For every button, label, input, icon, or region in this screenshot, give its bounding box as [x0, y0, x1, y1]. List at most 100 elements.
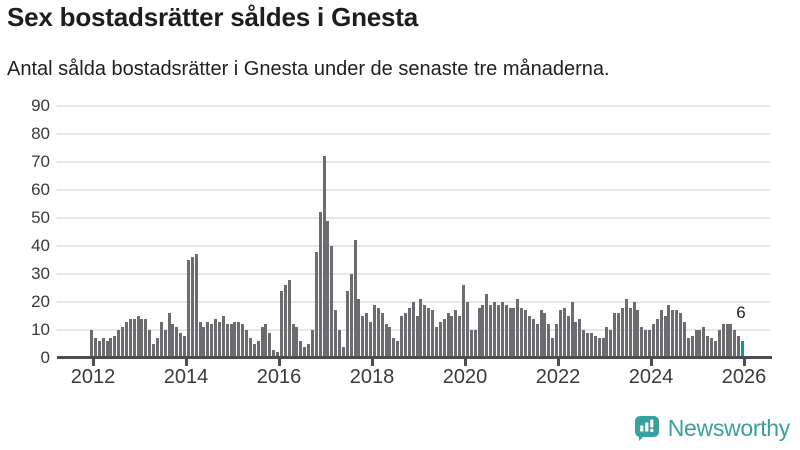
- y-tick-label-0: 0: [40, 348, 50, 367]
- x-tick-2024: [650, 358, 653, 366]
- bar-20: [167, 313, 171, 358]
- bar-10: [128, 318, 132, 358]
- bar-53: [295, 327, 299, 358]
- bar-86: [423, 304, 427, 358]
- bar-105: [496, 304, 500, 358]
- y-tick-label-50: 50: [31, 208, 50, 227]
- bar-37: [233, 321, 237, 358]
- bar-2: [97, 341, 101, 358]
- chart-subtitle: Antal sålda bostadsrätter i Gnesta under…: [7, 58, 610, 80]
- gridline-90: [57, 105, 770, 107]
- bar-58: [314, 251, 318, 358]
- bar-125: [574, 321, 578, 358]
- bar-80: [400, 316, 403, 358]
- bar-15: [148, 330, 152, 358]
- bar-118: [547, 324, 551, 358]
- bar-31: [210, 324, 214, 358]
- bar-99: [473, 330, 477, 358]
- gridline-50: [57, 217, 770, 219]
- y-tick-label-70: 70: [31, 152, 50, 171]
- bar-164: [725, 324, 729, 358]
- bar-131: [597, 338, 601, 358]
- bar-39: [241, 324, 245, 358]
- bar-93: [450, 316, 454, 358]
- bar-138: [624, 299, 628, 358]
- bar-92: [446, 313, 450, 358]
- bar-17: [155, 338, 159, 358]
- bar-95: [458, 316, 462, 358]
- bar-140: [632, 302, 636, 358]
- bar-136: [617, 313, 620, 358]
- bar-29: [202, 327, 206, 358]
- newsworthy-logo: Newsworthy: [633, 413, 790, 443]
- bar-141: [636, 310, 640, 358]
- bar-145: [651, 324, 655, 358]
- bar-114: [531, 318, 535, 358]
- bar-129: [589, 332, 593, 358]
- bar-62: [330, 246, 334, 358]
- bar-66: [345, 290, 349, 358]
- y-tick-label-20: 20: [31, 292, 50, 311]
- gridline-30: [57, 273, 770, 275]
- x-tick-2026: [743, 358, 746, 366]
- bar-166: [733, 330, 737, 358]
- bar-78: [392, 338, 396, 358]
- y-tick-label-30: 30: [31, 264, 50, 283]
- bar-79: [396, 341, 400, 358]
- bar-35: [225, 324, 229, 358]
- x-tick-label-2024: 2024: [628, 366, 674, 388]
- bar-147: [659, 310, 663, 358]
- bar-154: [686, 338, 690, 358]
- y-tick-label-60: 60: [31, 180, 50, 199]
- bar-81: [403, 313, 407, 358]
- bar-89: [434, 327, 438, 358]
- bar-76: [384, 324, 388, 358]
- bar-97: [465, 302, 469, 358]
- latest-value-label: 6: [736, 303, 746, 322]
- bar-50: [283, 285, 287, 358]
- bar-7: [117, 330, 121, 358]
- bar-3: [101, 338, 105, 358]
- bar-112: [524, 310, 527, 358]
- x-tick-label-2022: 2022: [535, 366, 581, 388]
- bar-158: [702, 327, 706, 358]
- bar-113: [527, 316, 531, 358]
- bar-23: [179, 332, 183, 358]
- gridline-40: [57, 245, 770, 247]
- x-tick-2022: [557, 358, 560, 366]
- bar-109: [512, 307, 516, 358]
- bar-165: [729, 324, 733, 358]
- bar-69: [357, 299, 361, 358]
- bar-90: [438, 321, 442, 358]
- x-tick-label-2018: 2018: [349, 366, 395, 388]
- bar-72: [369, 321, 372, 358]
- bar-38: [237, 321, 241, 358]
- bar-41: [248, 338, 252, 358]
- bar-59: [318, 212, 322, 358]
- y-tick-label-90: 90: [31, 96, 50, 115]
- bar-6: [113, 335, 117, 358]
- bar-133: [605, 327, 609, 358]
- bar-91: [442, 318, 446, 358]
- bar-98: [469, 330, 473, 358]
- bar-51: [287, 279, 291, 358]
- bar-115: [535, 324, 539, 358]
- bar-161: [713, 341, 717, 358]
- x-tick-label-2016: 2016: [256, 366, 302, 388]
- bar-60: [322, 156, 326, 358]
- bar-63: [334, 310, 338, 358]
- bar-0: [90, 330, 93, 358]
- bar-117: [543, 313, 547, 358]
- y-tick-label-10: 10: [31, 320, 50, 339]
- bar-16: [152, 344, 155, 358]
- bar-67: [349, 274, 353, 358]
- gridline-60: [57, 189, 770, 191]
- x-tick-2014: [185, 358, 188, 366]
- bar-70: [361, 316, 365, 358]
- bar-82: [407, 307, 411, 358]
- bar-40: [245, 330, 248, 358]
- newsworthy-logo-text: Newsworthy: [667, 414, 791, 441]
- y-tick-label-40: 40: [31, 236, 50, 255]
- y-tick-label-80: 80: [31, 124, 50, 143]
